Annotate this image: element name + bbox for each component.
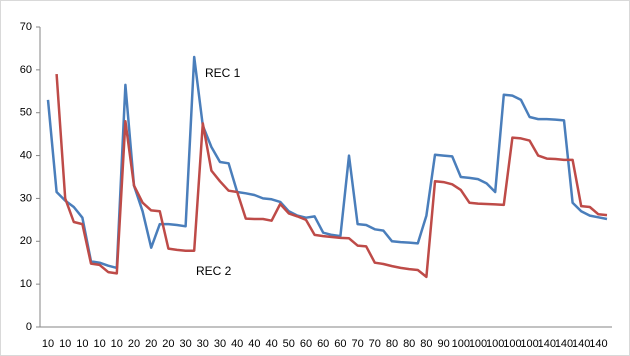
x-tick-label: 140 [589,338,607,350]
x-tick-label: 60 [317,338,329,350]
x-tick-label: 10 [76,338,88,350]
x-tick-label: 30 [179,338,191,350]
x-tick-label: 80 [386,338,398,350]
x-tick-label: 80 [420,338,432,350]
y-tick-label: 0 [26,321,32,333]
x-tick-label: 100 [452,338,470,350]
x-tick-label: 30 [214,338,226,350]
x-tick-label: 60 [334,338,346,350]
series-label: REC 1 [205,66,241,80]
x-tick-label: 100 [503,338,521,350]
x-tick-label: 70 [369,338,381,350]
y-tick-label: 60 [20,64,32,76]
x-tick-label: 30 [197,338,209,350]
x-tick-label: 90 [437,338,449,350]
x-tick-label: 40 [265,338,277,350]
x-tick-label: 80 [403,338,415,350]
y-tick-label: 40 [20,149,32,161]
x-tick-label: 100 [469,338,487,350]
y-tick-label: 70 [20,21,32,33]
x-tick-label: 10 [42,338,54,350]
x-tick-label: 10 [59,338,71,350]
x-tick-label: 60 [300,338,312,350]
x-tick-label: 50 [283,338,295,350]
x-tick-label: 20 [128,338,140,350]
y-tick-label: 30 [20,192,32,204]
series-label: REC 2 [196,264,232,278]
x-tick-label: 100 [520,338,538,350]
x-tick-label: 140 [538,338,556,350]
x-tick-label: 10 [93,338,105,350]
x-tick-label: 140 [555,338,573,350]
x-tick-label: 20 [145,338,157,350]
x-tick-label: 40 [231,338,243,350]
x-tick-label: 20 [162,338,174,350]
y-tick-label: 20 [20,235,32,247]
x-tick-label: 100 [486,338,504,350]
line-series [46,55,608,270]
x-tick-label: 70 [351,338,363,350]
y-tick-label: 10 [20,278,32,290]
x-tick-label: 10 [111,338,123,350]
y-tick-label: 50 [20,107,32,119]
x-tick-label: 40 [248,338,260,350]
line-series [55,74,608,279]
x-tick-label: 140 [572,338,590,350]
